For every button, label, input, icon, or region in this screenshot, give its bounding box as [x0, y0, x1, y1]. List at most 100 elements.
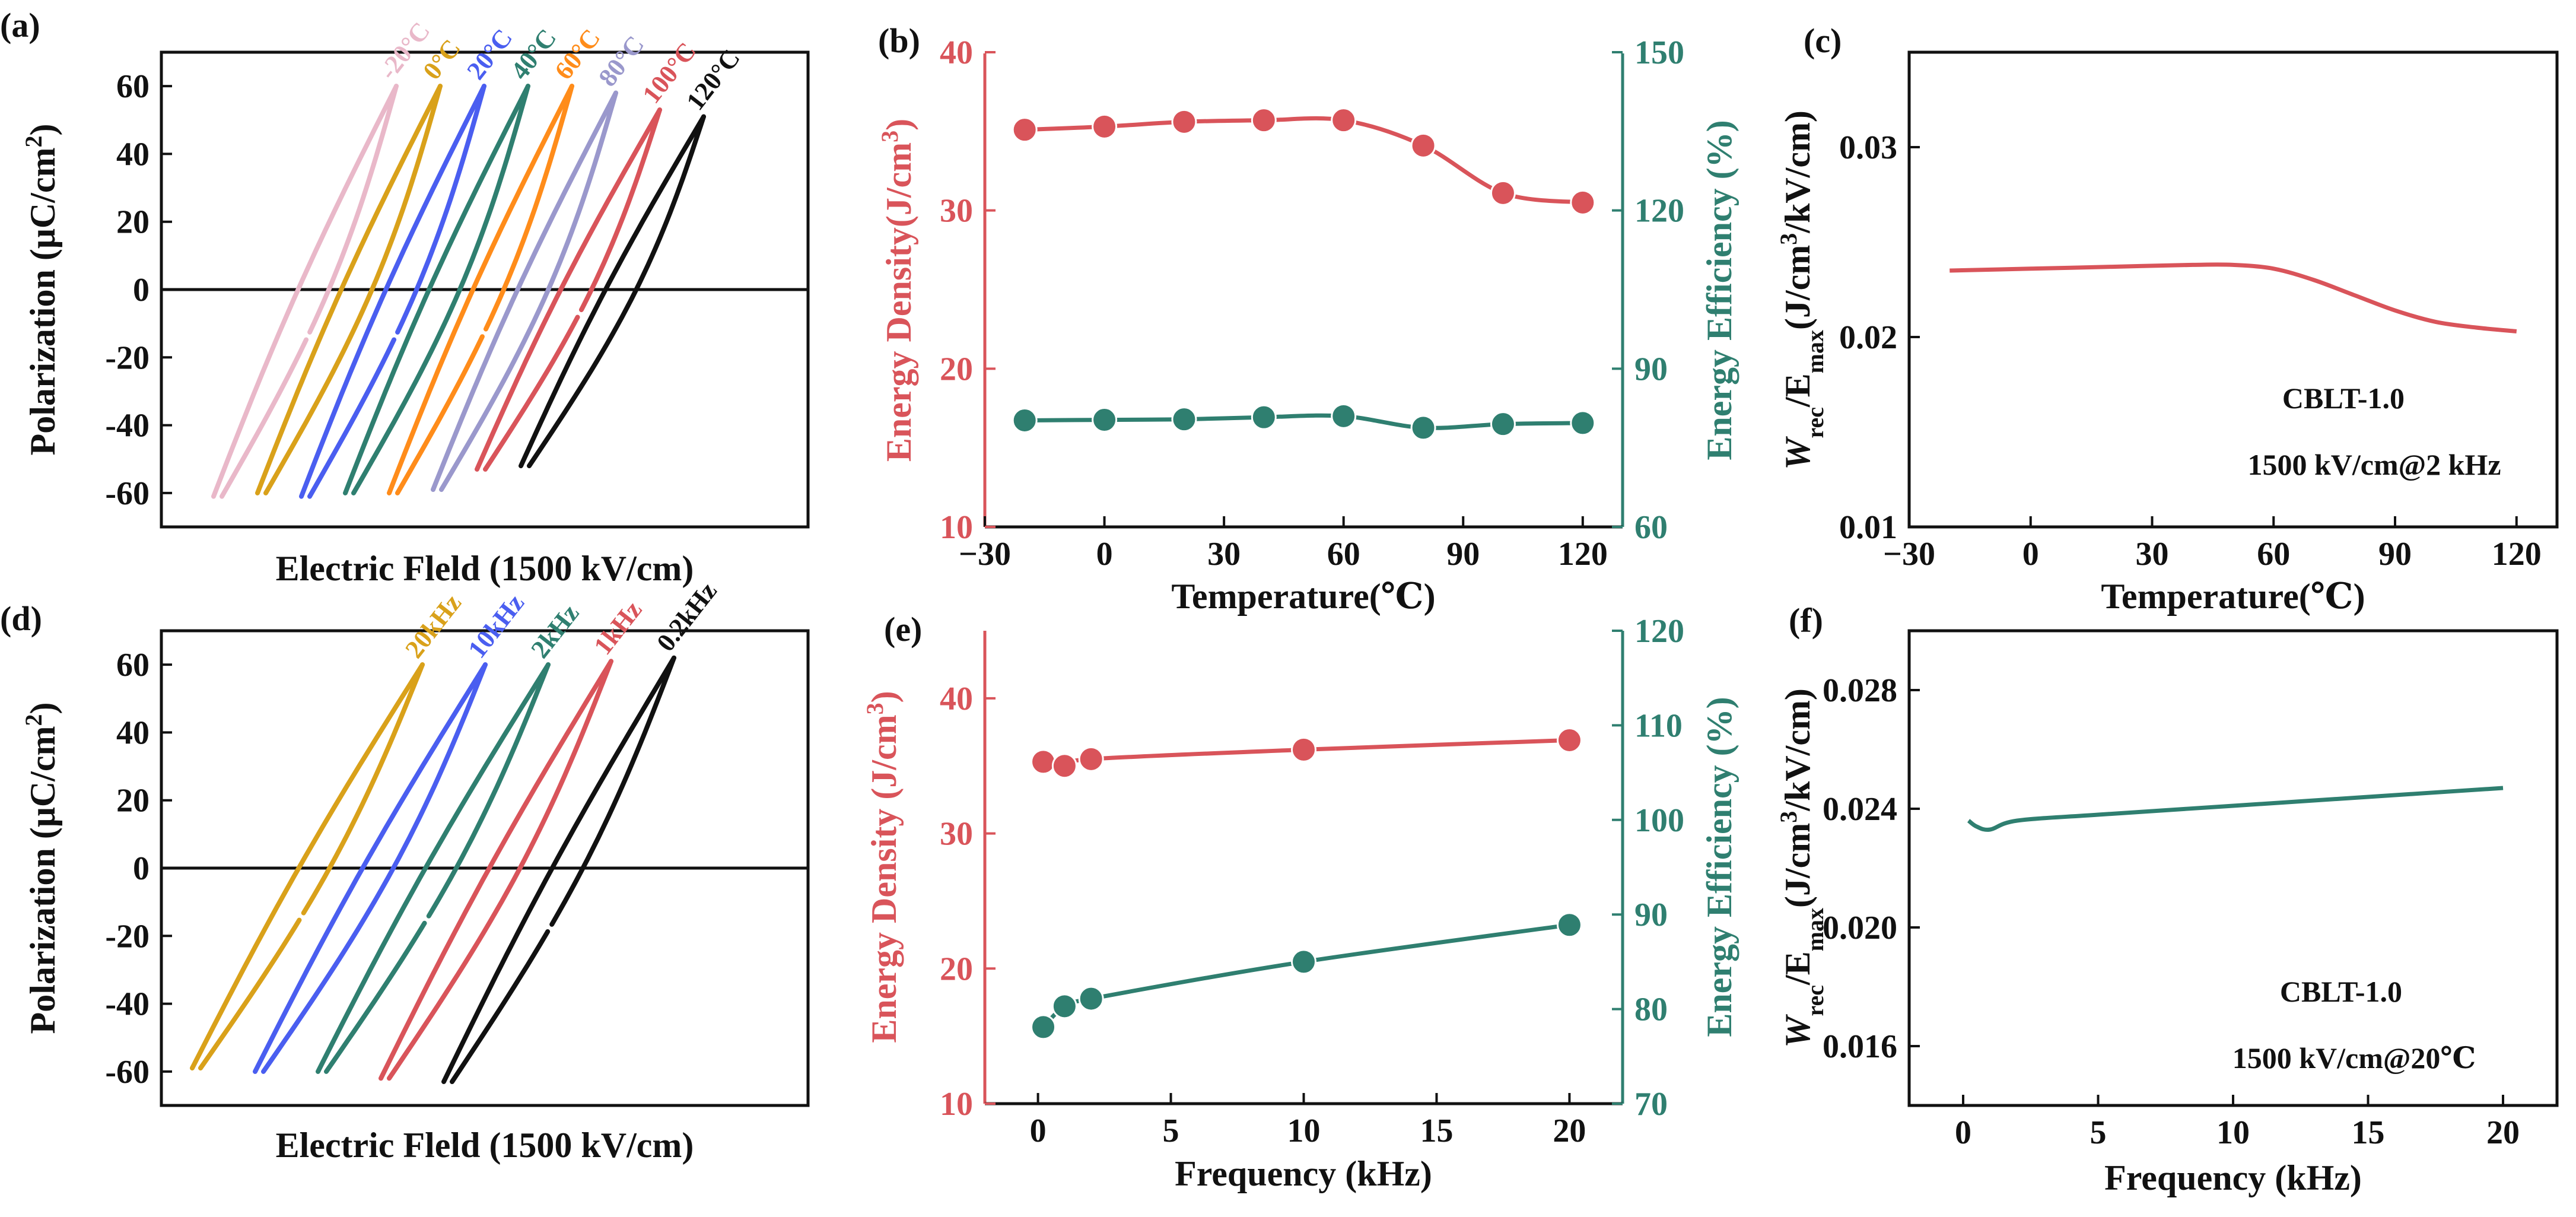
- panel-f-label: (f): [1789, 601, 1823, 640]
- hysteresis-branch-lower: [263, 84, 443, 495]
- x-tick-label: 0: [1096, 536, 1113, 573]
- x-tick-label: 20: [1553, 1113, 1586, 1149]
- panel-b-ylabel-right: Energy Efficiency (%): [1700, 120, 1739, 460]
- y-tick-label: 0.028: [1823, 672, 1897, 709]
- panel-f-frame: [1907, 629, 2559, 1107]
- panel-f-annotation-sample: CBLT-1.0: [2280, 975, 2402, 1008]
- data-point: [1570, 189, 1596, 215]
- hysteresis-branch-upper: [255, 84, 443, 495]
- y-tick-label: 10: [940, 509, 973, 546]
- y-tick-label: 60: [1634, 509, 1668, 546]
- y-tick-label: 0.03: [1839, 129, 1897, 166]
- x-tick-label: 0: [2022, 536, 2039, 573]
- x-tick-label: 5: [2090, 1114, 2107, 1151]
- panel-f-series: [1967, 786, 2504, 832]
- curve-label: 1kHz: [588, 595, 647, 660]
- panel-d-ylabel: Polarization (μC/cm2): [20, 703, 63, 1034]
- y-tick-label: 20: [940, 351, 973, 387]
- y-tick-label: 120: [1634, 193, 1684, 230]
- y-tick-label: 20: [116, 783, 150, 819]
- panel-f-x-ticks: 0 5 10 15 20: [1955, 1095, 2520, 1151]
- hysteresis-branch-upper: [431, 90, 618, 492]
- x-tick-label: 60: [1327, 536, 1360, 573]
- curve-label: 20°C: [461, 24, 518, 85]
- y-tick-label: 0.01: [1839, 509, 1897, 546]
- panel-a-xlabel: Electric Fleld (1500 kV/cm): [276, 549, 694, 588]
- hysteresis-branch-lower: [439, 90, 618, 492]
- panel-e-left-ticks: 40 30 20 10: [940, 681, 996, 1123]
- hysteresis-branch-upper: [343, 84, 530, 495]
- y-tick-label: 30: [940, 816, 973, 853]
- hysteresis-branch-lower: [324, 662, 551, 1074]
- curve-label: 20kHz: [399, 589, 467, 663]
- x-tick-label: 0: [1955, 1114, 1971, 1151]
- data-point: [1331, 403, 1357, 429]
- y-tick-label: -60: [105, 1054, 150, 1091]
- panel-e-ylabel-right: Energy Efficiency (%): [1700, 697, 1739, 1037]
- y-tick-label: 0.020: [1823, 910, 1897, 946]
- panel-d-y-ticks: 60 40 20 0 -20 -40 -60: [105, 647, 172, 1091]
- y-tick-label: 110: [1634, 707, 1683, 744]
- data-point: [1556, 912, 1582, 938]
- x-tick-label: 120: [1558, 536, 1608, 573]
- data-point: [1171, 109, 1197, 135]
- x-tick-label: 10: [2216, 1114, 2250, 1151]
- panel-c-series: [1950, 262, 2517, 333]
- panel-c-annotation-sample: CBLT-1.0: [2282, 382, 2405, 415]
- panel-b-xlabel: Temperature(℃): [1171, 577, 1435, 616]
- data-point: [1012, 117, 1038, 143]
- data-point: [1251, 404, 1277, 430]
- y-tick-label: -40: [105, 986, 150, 1023]
- data-point: [1410, 415, 1436, 441]
- panel-a: (a) 60 40 20 0 -20 -40 -60 -20°C0°C20°C40°C60°…: [0, 6, 810, 588]
- hysteresis-branch-lower: [307, 84, 486, 499]
- hysteresis-branch-lower: [351, 84, 530, 495]
- data-point: [1031, 1014, 1057, 1040]
- panel-f-y-ticks: 0.028 0.024 0.020 0.016: [1823, 672, 1920, 1065]
- panel-c-label: (c): [1804, 21, 1842, 60]
- y-tick-label: 150: [1634, 34, 1684, 71]
- panel-a-ylabel: Polarization (μC/cm2): [20, 124, 63, 456]
- x-tick-label: 90: [1446, 536, 1480, 573]
- x-tick-label: 30: [2136, 536, 2169, 573]
- x-tick-label: 15: [1420, 1113, 1453, 1149]
- data-point: [1251, 107, 1277, 134]
- y-tick-label: 0: [133, 272, 150, 309]
- panel-e-xlabel: Frequency (kHz): [1175, 1154, 1432, 1193]
- panel-e-right-ticks: 120 110 100 90 80 70: [1612, 613, 1684, 1123]
- hysteresis-branch-lower: [220, 84, 399, 499]
- x-tick-label: 20: [2486, 1114, 2520, 1151]
- data-point: [1031, 749, 1057, 775]
- data-point: [1556, 727, 1582, 753]
- x-tick-label: 5: [1163, 1113, 1179, 1149]
- y-tick-label: 60: [116, 647, 150, 684]
- hysteresis-branch-upper: [299, 84, 486, 499]
- hysteresis-branch-upper: [190, 662, 425, 1071]
- x-tick-label: 30: [1207, 536, 1241, 573]
- y-tick-label: 0: [133, 850, 150, 887]
- panel-a-label: (a): [0, 6, 40, 45]
- data-point: [1490, 411, 1516, 437]
- panel-c-y-ticks: 0.03 0.02 0.01: [1839, 129, 1920, 546]
- panel-b-x-ticks: −30 0 30 60 90 120: [959, 516, 1608, 573]
- panel-b-left-ticks: 40 30 20 10: [940, 34, 996, 546]
- hysteresis-branch-upper: [475, 107, 662, 472]
- y-tick-label: 40: [940, 34, 973, 71]
- panel-f: (f) 0 5 10 15 20 0.028 0.024 0.020 0.016 CBLT-1…: [1775, 601, 2559, 1197]
- panel-c-annotation-condition: 1500 kV/cm@2 kHz: [2247, 448, 2501, 481]
- panel-b: (b) −30 0 30 60 90 120 40 30 20 10 150 120 90 60 Te…: [876, 21, 1739, 616]
- panel-d-label: (d): [0, 599, 42, 638]
- panel-b-ylabel-left: Energy Density(J/cm3): [876, 119, 919, 462]
- panel-e-ylabel-left: Energy Density (J/cm3): [861, 691, 904, 1043]
- hysteresis-branch-lower: [450, 655, 676, 1084]
- panel-b-series: [1012, 107, 1596, 441]
- data-point: [1291, 949, 1316, 975]
- data-point: [1051, 753, 1077, 779]
- y-tick-label: 20: [940, 951, 973, 987]
- y-tick-label: 90: [1634, 351, 1668, 387]
- y-tick-label: 70: [1634, 1086, 1668, 1123]
- data-point: [1012, 407, 1038, 433]
- x-tick-label: 90: [2378, 536, 2412, 573]
